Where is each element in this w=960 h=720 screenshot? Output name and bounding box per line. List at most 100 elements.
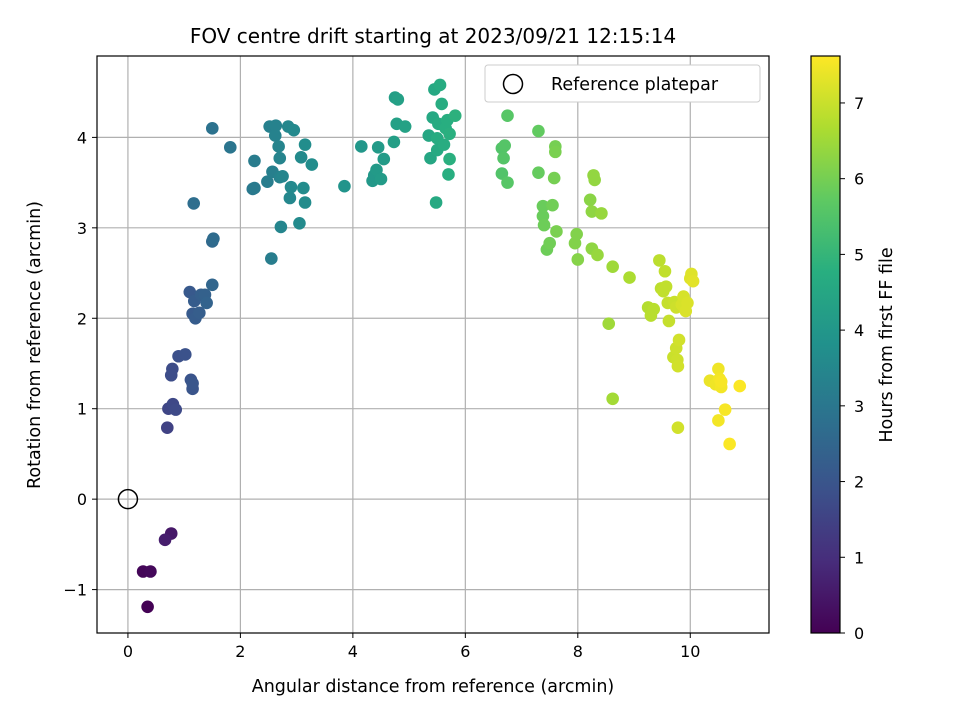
data-point [298,196,312,209]
colorbar-ticks: 0 1 2 3 4 5 6 7 [840,94,864,643]
data-point [207,232,220,245]
data-point [287,123,301,137]
colorbar-tick-label: 4 [854,321,864,340]
data-point [571,253,585,266]
data-point [588,173,601,187]
data-point [550,225,563,238]
data-point [276,169,289,183]
data-point [169,403,183,416]
data-point [261,175,274,189]
data-point [205,122,219,135]
data-point [606,260,619,274]
colorbar-tick-label: 1 [854,548,864,567]
data-point [672,333,686,347]
data-point [193,306,206,320]
data-point [442,168,455,181]
legend-label: Reference platepar [551,75,719,95]
colorbar-tick-label: 7 [854,94,864,113]
data-point [570,227,583,241]
data-point [723,437,736,451]
data-point [653,254,666,267]
data-point [718,403,732,416]
data-point [501,176,514,189]
data-point [686,274,700,288]
data-point [284,180,298,194]
data-point [658,264,672,278]
data-point [178,348,192,361]
data-point [585,205,599,218]
colorbar-tick-label: 0 [854,624,864,643]
data-point [659,280,673,293]
data-point [160,421,174,435]
data-point [355,140,368,153]
data-point [532,124,545,138]
data-point [144,565,157,578]
x-tick-label: 4 [348,642,358,661]
y-axis-label: Rotation from reference (arcmin) [25,201,45,489]
data-point [537,218,551,232]
data-point [602,317,616,330]
x-tick-label: 8 [573,642,583,661]
legend: Reference platepar [484,64,761,103]
data-point [158,533,172,547]
data-point [371,141,385,154]
data-point [164,368,178,382]
data-point [498,139,511,152]
data-point [543,236,556,250]
colorbar-tick-label: 6 [854,170,864,189]
data-point [532,166,545,179]
chart-title: FOV centre drift starting at 2023/09/21 … [190,24,676,48]
data-point [591,248,604,262]
data-point [595,207,608,220]
colorbar-tick-label: 5 [854,245,864,264]
data-point [398,120,412,133]
data-point [497,151,510,165]
y-tick-label: 3 [77,219,87,238]
colorbar-label: Hours from first FF file [877,247,897,442]
data-point [200,296,213,310]
data-point [273,151,287,165]
data-point [606,392,619,406]
colorbar-gradient [810,55,841,634]
data-point [546,198,559,212]
data-point [433,78,447,92]
reference-point-marker [117,488,139,510]
legend-marker [502,73,524,95]
x-axis-label: Angular distance from reference (arcmin) [252,677,615,697]
data-point [294,150,308,164]
data-point [268,129,282,142]
data-point [495,167,509,180]
legend-box [484,64,761,103]
data-point [391,93,405,106]
x-tick-label: 6 [460,642,470,661]
data-point [298,138,312,151]
data-point [293,217,306,230]
data-point [647,302,661,316]
y-tick-label: 2 [77,309,87,328]
data-point [536,199,550,213]
y-axis-ticks: −1 0 1 2 3 4 [63,128,97,600]
data-point [305,158,319,171]
x-tick-label: 0 [123,642,133,661]
data-point [712,414,725,427]
data-point [429,196,443,209]
data-point [443,127,456,141]
plot-frame [96,55,770,634]
y-tick-label: 1 [77,400,87,419]
data-point [671,421,685,435]
data-point [274,220,288,234]
data-point [248,154,261,168]
data-point [435,97,449,111]
data-point [223,141,237,154]
data-point [733,379,747,393]
data-point [297,181,310,195]
data-point [205,278,219,292]
x-tick-label: 10 [680,642,700,661]
data-point [387,135,401,149]
data-point [623,271,636,284]
y-tick-label: 4 [77,128,87,147]
data-point [186,377,199,390]
data-point [679,304,693,318]
data-point [338,179,351,193]
